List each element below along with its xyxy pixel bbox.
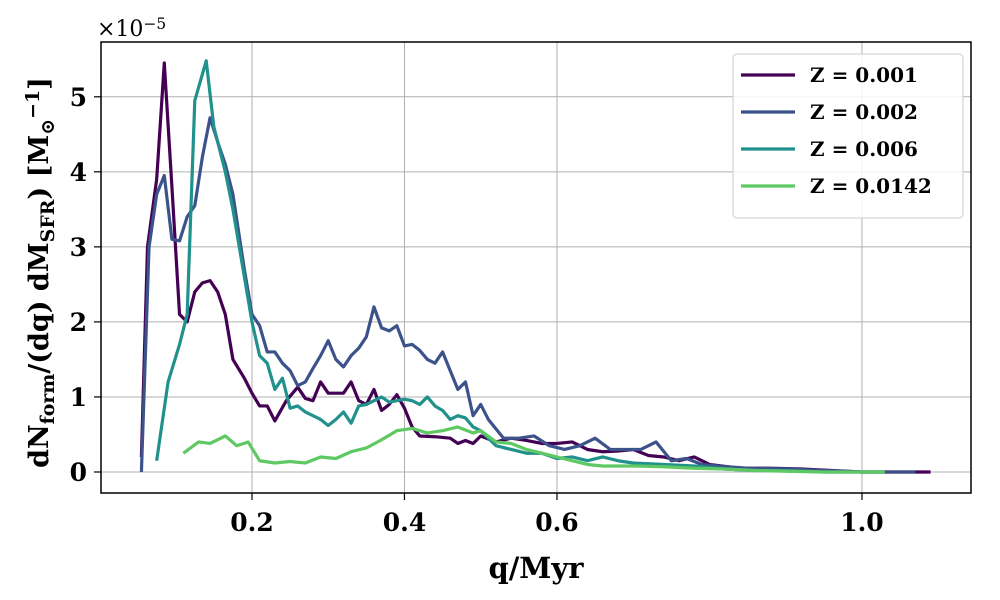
- text-part: dN: [24, 424, 55, 468]
- text-part: ⊙: [37, 119, 59, 135]
- y-tick-label: 3: [70, 233, 87, 262]
- y-tick-label: 1: [70, 383, 87, 412]
- x-tick-label: 1.0: [840, 508, 884, 537]
- legend-label: Z = 0.0142: [810, 174, 932, 198]
- y-offset-label: ×10−5: [97, 15, 166, 42]
- x-tick-label: 0.4: [383, 508, 427, 537]
- y-tick-label: 0: [70, 458, 87, 487]
- text-part: −5: [143, 15, 166, 33]
- legend-label: Z = 0.006: [810, 137, 918, 161]
- x-tick-label: 0.2: [230, 508, 274, 537]
- legend-label: Z = 0.001: [810, 63, 918, 87]
- text-part: ) [M: [24, 135, 55, 200]
- x-tick-label: 0.6: [535, 508, 579, 537]
- y-tick-label: 5: [70, 83, 87, 112]
- legend-box: [732, 53, 964, 219]
- plot-frame: [100, 41, 972, 494]
- legend-label: Z = 0.002: [810, 100, 918, 124]
- text-part: /(dq) dM: [24, 242, 55, 373]
- data-line: [155, 59, 885, 474]
- text-part: SFR: [37, 199, 59, 242]
- text-part: ]: [24, 77, 55, 90]
- text-part: −1: [22, 90, 44, 119]
- y-tick-label: 4: [70, 158, 87, 187]
- text-part: form: [37, 374, 59, 425]
- data-line: [182, 425, 885, 474]
- y-tick-label: 2: [70, 308, 87, 337]
- text-part: ×10: [97, 17, 143, 42]
- x-axis-label: q/Myr: [488, 551, 584, 585]
- data-line: [139, 61, 931, 474]
- y-axis-label: dNform/(dq) dMSFR) [M⊙−1]: [22, 77, 58, 468]
